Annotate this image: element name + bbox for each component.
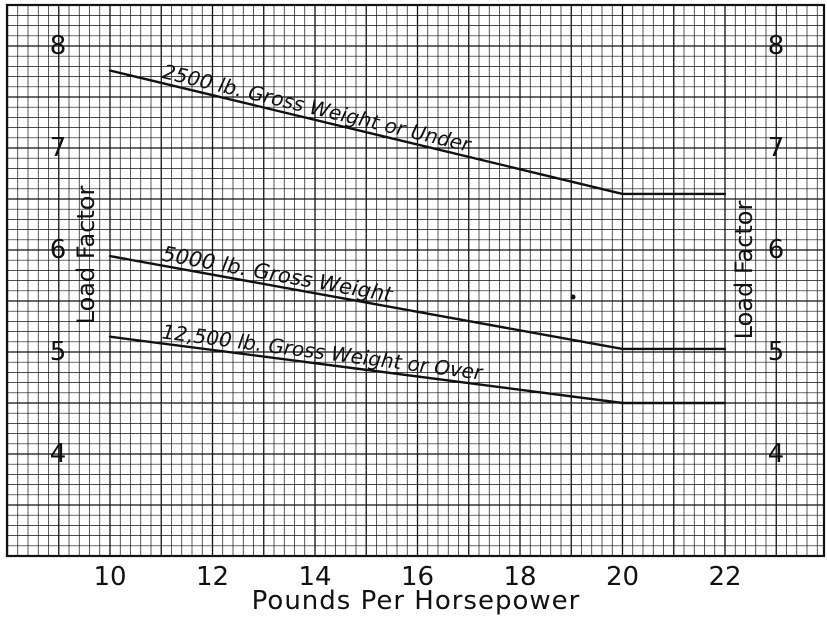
y-tick-right: 4	[768, 439, 785, 469]
x-ticks: 10 12 14 16 18 20 22	[93, 562, 741, 592]
y-tick-right: 6	[768, 235, 785, 265]
y-tick-left: 6	[50, 235, 67, 265]
series-layer	[108, 69, 727, 405]
series-line-3	[108, 335, 727, 405]
x-tick: 18	[503, 562, 536, 592]
y-ticks-left: 4 5 6 7 8	[50, 31, 67, 469]
x-tick: 16	[401, 562, 434, 592]
dot-mark	[570, 294, 576, 300]
grid-major	[5, 3, 826, 558]
y-ticks-right: 4 5 6 7 8	[768, 31, 785, 469]
y-axis-label-left: Load Factor	[72, 186, 100, 325]
x-axis-label: Pounds Per Horsepower	[252, 586, 581, 616]
y-tick-left: 5	[50, 337, 67, 367]
y-axis-label-right: Load Factor	[730, 201, 758, 340]
x-tick: 22	[708, 562, 741, 592]
x-tick: 12	[196, 562, 229, 592]
grid-minor	[7, 4, 824, 556]
x-tick: 10	[93, 562, 126, 592]
series-line-2	[108, 254, 727, 351]
y-tick-right: 5	[768, 337, 785, 367]
x-tick: 14	[298, 562, 331, 592]
x-tick: 20	[606, 562, 639, 592]
series-label-2: 5000 lb. Gross Weight	[160, 242, 395, 307]
plot-frame	[5, 3, 826, 558]
series-line-1	[108, 69, 727, 196]
y-tick-left: 8	[50, 31, 67, 61]
y-tick-right: 7	[768, 133, 785, 163]
y-tick-left: 7	[50, 133, 67, 163]
y-tick-left: 4	[50, 439, 67, 469]
y-tick-right: 8	[768, 31, 785, 61]
